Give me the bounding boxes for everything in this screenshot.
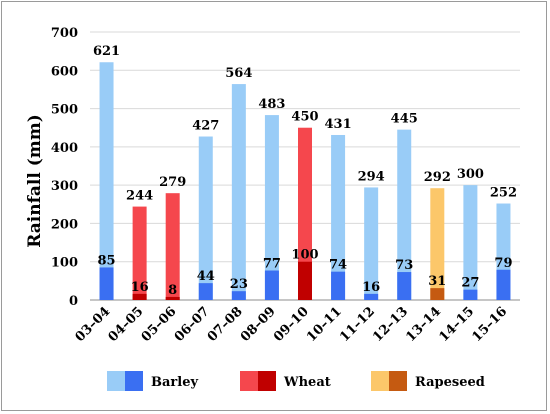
label-total-04–05: 244 bbox=[126, 189, 153, 204]
label-total-06–07: 427 bbox=[192, 119, 219, 134]
bar-total-06–07 bbox=[198, 136, 213, 300]
bar-lower-11–12 bbox=[364, 293, 379, 300]
data-labels: 621 85 244 16 279 8 427 44 564 23 483 77 450 100 431 74… bbox=[93, 44, 517, 298]
y-tick-200: 200 bbox=[51, 217, 78, 232]
y-tick-labels: 0 100 200 300 400 500 600 700 bbox=[51, 26, 78, 309]
x-tick-15–16: 15–16 bbox=[469, 304, 510, 345]
x-tick-13–14: 13–14 bbox=[403, 304, 444, 345]
x-tick-07–08: 07–08 bbox=[205, 304, 246, 345]
label-total-15–16: 252 bbox=[490, 186, 517, 201]
x-tick-03–04: 03–04 bbox=[73, 304, 114, 345]
x-tick-08–09: 08–09 bbox=[238, 304, 279, 345]
bar-lower-10–11 bbox=[331, 271, 346, 300]
label-lower-13–14: 31 bbox=[428, 274, 446, 289]
bar-lower-09–10 bbox=[298, 261, 312, 300]
y-tick-0: 0 bbox=[69, 294, 78, 309]
bar-lower-04–05 bbox=[132, 293, 147, 300]
label-total-11–12: 294 bbox=[358, 169, 385, 184]
label-lower-10–11: 74 bbox=[329, 258, 347, 273]
legend-swatch-light-rapeseed bbox=[371, 371, 389, 391]
label-total-03–04: 621 bbox=[93, 44, 120, 59]
label-total-12–13: 445 bbox=[391, 112, 418, 127]
gridlines bbox=[90, 31, 520, 301]
label-lower-11–12: 16 bbox=[362, 280, 380, 295]
bar-total-03–04 bbox=[99, 62, 114, 301]
legend-swatch-light-barley bbox=[107, 371, 125, 391]
bar-total-09–10 bbox=[298, 127, 312, 300]
label-lower-06–07: 44 bbox=[197, 269, 215, 284]
bar-total-04–05 bbox=[132, 206, 147, 300]
bar-total-08–09 bbox=[264, 115, 279, 300]
x-tick-labels: 03–0404–0505–0606–0707–0808–0909–1010–11… bbox=[73, 304, 511, 345]
x-tick-12–13: 12–13 bbox=[370, 304, 411, 345]
legend-swatch-dark-barley bbox=[125, 371, 143, 391]
label-total-09–10: 450 bbox=[291, 110, 318, 125]
bar-lower-08–09 bbox=[264, 270, 279, 300]
bar-lower-14–15 bbox=[463, 289, 478, 300]
x-tick-04–05: 04–05 bbox=[106, 304, 147, 345]
bar-lower-15–16 bbox=[496, 269, 511, 300]
label-total-08–09: 483 bbox=[258, 97, 285, 112]
bar-lower-07–08 bbox=[231, 291, 246, 300]
label-total-05–06: 279 bbox=[159, 175, 186, 190]
x-tick-14–15: 14–15 bbox=[436, 304, 477, 345]
label-lower-14–15: 27 bbox=[461, 276, 479, 291]
y-tick-500: 500 bbox=[51, 103, 78, 118]
bar-total-13–14 bbox=[430, 188, 445, 300]
label-lower-08–09: 77 bbox=[263, 257, 281, 272]
y-tick-300: 300 bbox=[51, 179, 78, 194]
legend-label-rapeseed: Rapeseed bbox=[415, 375, 485, 390]
bar-lower-05–06 bbox=[165, 296, 180, 300]
label-lower-04–05: 16 bbox=[131, 280, 149, 295]
x-tick-09–10: 09–10 bbox=[271, 304, 312, 345]
label-total-10–11: 431 bbox=[325, 117, 352, 132]
x-tick-11–12: 11–12 bbox=[337, 304, 378, 345]
bars bbox=[99, 62, 511, 301]
legend-label-barley: Barley bbox=[151, 375, 198, 390]
bar-total-05–06 bbox=[165, 193, 180, 300]
y-tick-100: 100 bbox=[51, 256, 78, 271]
y-axis-label: Rainfall (mm) bbox=[25, 114, 45, 248]
legend-swatch-dark-rapeseed bbox=[389, 371, 407, 391]
label-lower-15–16: 79 bbox=[494, 256, 512, 271]
bar-lower-03–04 bbox=[99, 267, 114, 300]
y-tick-400: 400 bbox=[51, 141, 78, 156]
legend-swatch-dark-wheat bbox=[258, 371, 276, 391]
legend: Barley Wheat Rapeseed bbox=[107, 371, 485, 391]
x-tick-05–06: 05–06 bbox=[139, 304, 180, 345]
bar-total-14–15 bbox=[463, 185, 478, 300]
bar-lower-13–14 bbox=[430, 288, 445, 300]
label-lower-07–08: 23 bbox=[230, 277, 248, 292]
label-lower-05–06: 8 bbox=[168, 283, 177, 298]
label-lower-09–10: 100 bbox=[291, 248, 318, 263]
label-lower-12–13: 73 bbox=[395, 258, 413, 273]
legend-label-wheat: Wheat bbox=[283, 375, 331, 390]
bar-lower-06–07 bbox=[198, 283, 213, 300]
bar-lower-12–13 bbox=[397, 272, 412, 300]
y-tick-600: 600 bbox=[51, 64, 78, 79]
y-tick-700: 700 bbox=[51, 26, 78, 41]
bar-total-07–08 bbox=[231, 84, 246, 300]
label-total-07–08: 564 bbox=[225, 66, 252, 81]
label-lower-03–04: 85 bbox=[97, 253, 115, 268]
label-total-13–14: 292 bbox=[424, 170, 451, 185]
legend-swatch-light-wheat bbox=[240, 371, 258, 391]
label-total-14–15: 300 bbox=[457, 167, 484, 182]
bar-total-11–12 bbox=[364, 187, 379, 300]
bar-total-12–13 bbox=[397, 129, 412, 300]
bar-total-10–11 bbox=[331, 134, 346, 300]
x-tick-06–07: 06–07 bbox=[172, 304, 213, 345]
x-tick-10–11: 10–11 bbox=[304, 304, 345, 345]
